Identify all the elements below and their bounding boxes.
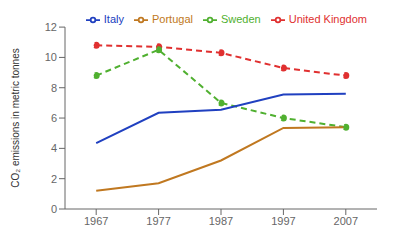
svg-text:1987: 1987: [209, 215, 233, 227]
html-text:Portugal: Portugal: [152, 13, 193, 25]
svg-text:8: 8: [51, 82, 57, 94]
html-text:Sweden: Sweden: [221, 13, 261, 25]
svg-text:12: 12: [45, 21, 57, 33]
svg-text:2: 2: [51, 173, 57, 185]
svg-text:6: 6: [51, 112, 57, 124]
html-text:Italy: Italy: [103, 13, 124, 25]
svg-text:CO₂ emissions in metric tonnes: CO₂ emissions in metric tonnes: [10, 48, 21, 187]
svg-text:1997: 1997: [271, 215, 295, 227]
svg-text:1967: 1967: [84, 215, 108, 227]
svg-text:4: 4: [51, 142, 57, 154]
svg-text:1977: 1977: [146, 215, 170, 227]
svg-text:0: 0: [51, 203, 57, 215]
html-text:United Kingdom: United Kingdom: [288, 13, 367, 25]
svg-text:2007: 2007: [334, 215, 358, 227]
svg-text:10: 10: [45, 51, 57, 63]
